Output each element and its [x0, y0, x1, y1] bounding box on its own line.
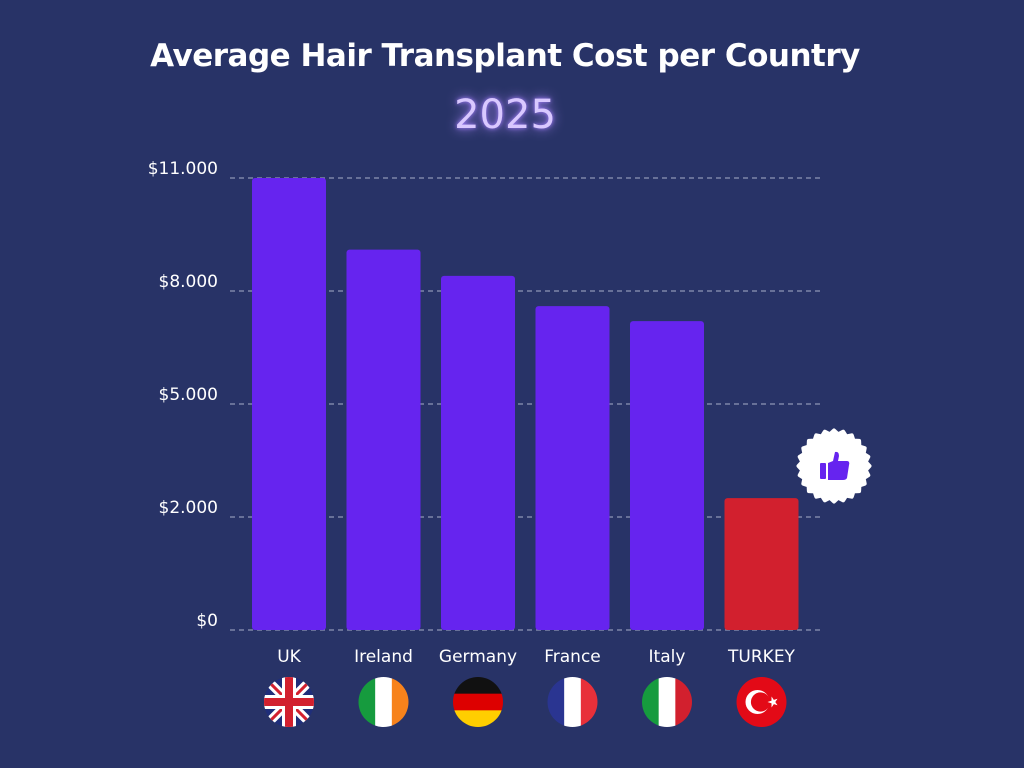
y-tick-label: $0 — [196, 611, 218, 631]
best-value-badge — [796, 428, 872, 504]
germany-flag-icon — [453, 677, 503, 727]
turkey-flag-icon — [736, 677, 787, 727]
bar-ireland — [346, 249, 421, 631]
bar-uk — [252, 178, 326, 630]
france-flag-icon — [547, 677, 598, 727]
bar-italy — [630, 321, 704, 630]
x-tick-label: Germany — [439, 647, 517, 667]
x-tick-label: UK — [277, 647, 301, 667]
ireland-flag-icon — [358, 677, 409, 727]
thumbs-up-icon — [820, 451, 850, 480]
x-tick-label: TURKEY — [727, 647, 796, 667]
x-tick-label: Italy — [649, 647, 686, 667]
bar-france — [535, 306, 610, 630]
italy-flag-icon — [642, 677, 692, 727]
y-tick-label: $8.000 — [159, 272, 218, 292]
y-tick-label: $5.000 — [159, 385, 218, 405]
y-tick-label: $11.000 — [148, 159, 218, 179]
uk-flag-icon — [264, 677, 314, 727]
y-tick-label: $2.000 — [159, 498, 218, 518]
chart-subtitle: 2025 — [454, 92, 556, 138]
bar-germany — [441, 275, 515, 630]
chart-title: Average Hair Transplant Cost per Country — [150, 38, 860, 74]
bar-turkey — [724, 498, 799, 630]
x-tick-label: Ireland — [354, 647, 413, 667]
x-tick-label: France — [544, 647, 601, 667]
